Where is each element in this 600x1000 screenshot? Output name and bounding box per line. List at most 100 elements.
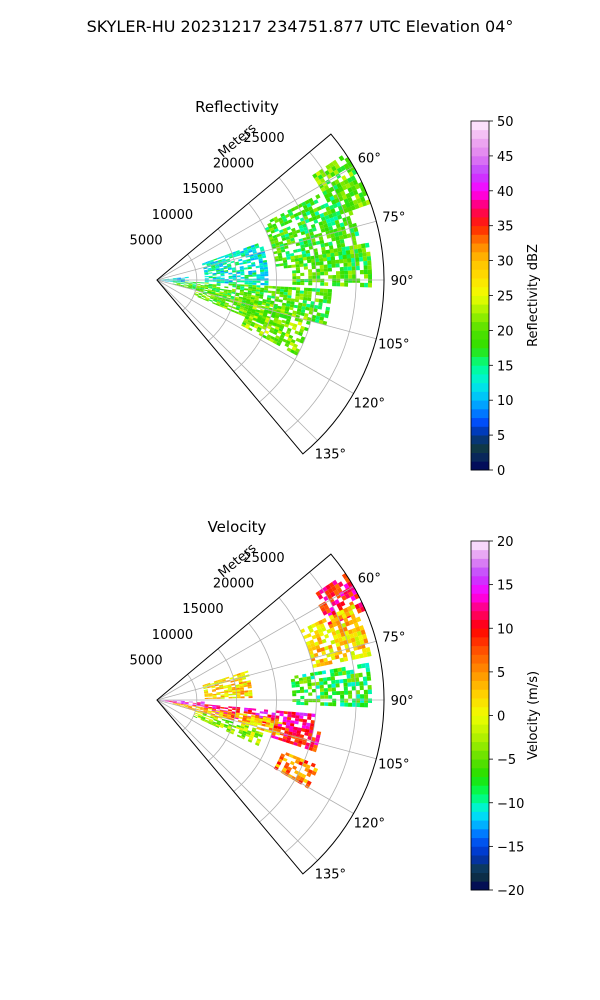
echo-cell [345, 192, 351, 199]
echo-cell [267, 222, 272, 227]
echo-cell [215, 267, 220, 270]
echo-cell [188, 706, 193, 708]
echo-cell [292, 755, 298, 760]
echo-cell [334, 219, 340, 225]
echo-cell [217, 299, 222, 303]
echo-cell [209, 259, 214, 262]
echo-cell [350, 257, 356, 263]
echo-cell [254, 742, 260, 747]
echo-cell [191, 287, 196, 290]
echo-cell [353, 632, 359, 638]
echo-cell [316, 275, 321, 279]
echo-cell [232, 288, 237, 291]
echo-cell [265, 305, 270, 309]
echo-cell [236, 305, 241, 309]
echo-cell [216, 276, 221, 278]
echo-cell [227, 712, 232, 715]
echo-cell [254, 732, 259, 737]
echo-cell [334, 583, 341, 590]
echo-cell [204, 278, 209, 280]
echo-cell [215, 710, 220, 713]
range-ring [233, 202, 277, 372]
echo-cell [295, 337, 301, 343]
echo-cell [275, 312, 280, 316]
echo-cell [240, 690, 245, 693]
echo-cell [331, 683, 336, 688]
echo-cell [287, 292, 292, 296]
echo-cell [304, 698, 309, 703]
echo-cell [367, 685, 372, 690]
echo-cell [248, 286, 253, 289]
echo-cell [286, 300, 291, 304]
echo-cell [208, 719, 213, 723]
echo-cell [204, 273, 209, 276]
echo-cell [223, 290, 228, 293]
echo-cell [247, 682, 252, 685]
radial-tick-label: 10000 [152, 628, 193, 643]
echo-cell [248, 317, 253, 322]
echo-cell [212, 274, 217, 276]
echo-cell [271, 732, 276, 737]
echo-cell [324, 214, 330, 220]
echo-cell [324, 227, 330, 232]
echo-cell [300, 309, 306, 313]
echo-cell [164, 280, 169, 281]
echo-cell [200, 718, 205, 722]
echo-cell [309, 653, 315, 659]
echo-cell [322, 219, 327, 225]
echo-cell [212, 284, 217, 286]
echo-cell [239, 267, 244, 271]
echo-cell [274, 721, 279, 725]
echo-cell [252, 285, 257, 288]
colorbar-segment [471, 628, 489, 638]
echo-cell [307, 769, 313, 774]
echo-cell [223, 710, 228, 713]
echo-cell [319, 631, 325, 637]
echo-cell [241, 677, 247, 680]
echo-cell [305, 210, 311, 216]
echo-cell [258, 296, 264, 299]
colorbar-segment [471, 549, 489, 559]
echo-cell [330, 591, 336, 598]
echo-cell [211, 266, 216, 269]
echo-cell [176, 280, 181, 282]
echo-cell [235, 712, 240, 715]
echo-cell [321, 638, 327, 644]
echo-cell [355, 654, 360, 660]
echo-cell [306, 202, 312, 208]
echo-cell [232, 691, 237, 694]
echo-cell [211, 723, 216, 727]
echo-cell [298, 257, 304, 261]
echo-cell [240, 287, 245, 291]
echo-cell [228, 706, 233, 709]
echo-cell [216, 277, 221, 280]
echo-cell [184, 702, 189, 704]
echo-cell [260, 287, 265, 291]
echo-cell [333, 215, 339, 221]
echo-cell [212, 280, 217, 282]
echo-cell [322, 257, 328, 262]
radial-tick-label: 20000 [213, 157, 254, 172]
echo-cell [196, 285, 201, 287]
echo-cell [294, 718, 300, 722]
echo-cell [300, 325, 305, 331]
echo-cell [318, 257, 324, 262]
echo-cell [239, 713, 244, 716]
echo-cell [358, 635, 364, 641]
echo-cell [217, 720, 222, 723]
echo-cell [302, 256, 307, 261]
echo-cell [298, 302, 303, 307]
echo-cell [323, 202, 329, 208]
colorbar-segment [471, 208, 489, 218]
azimuth-gridline [156, 699, 377, 760]
echo-cell [313, 629, 319, 635]
echo-cell [211, 288, 216, 291]
echo-cell [196, 283, 201, 285]
echo-cell [235, 714, 240, 717]
echo-cell [266, 297, 272, 301]
echo-cell [208, 283, 213, 286]
echo-cell [191, 707, 196, 710]
echo-cell [227, 267, 232, 270]
echo-cell [263, 290, 268, 293]
echo-cell [322, 677, 328, 682]
